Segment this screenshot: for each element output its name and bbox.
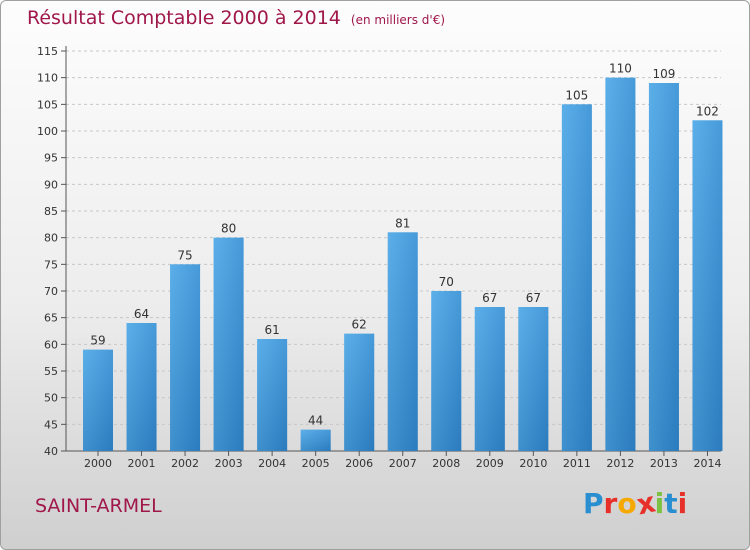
- logo-letter: i: [677, 487, 688, 520]
- data-label: 105: [565, 88, 588, 102]
- bar-group: 67: [518, 291, 549, 451]
- bar-shade: [605, 77, 636, 452]
- bar-group: 70: [431, 275, 462, 451]
- bar-group: 75: [170, 248, 201, 451]
- y-tick-label: 95: [44, 152, 58, 165]
- x-tick-label: 2011: [563, 457, 591, 470]
- x-tick-label: 2007: [389, 457, 417, 470]
- bar-group: 80: [213, 222, 244, 451]
- y-tick-label: 110: [37, 72, 58, 85]
- x-tick-label: 2006: [345, 457, 373, 470]
- x-tick-label: 2009: [476, 457, 504, 470]
- logo-letter: i: [654, 487, 665, 520]
- y-tick-label: 55: [44, 365, 58, 378]
- data-label: 80: [221, 222, 236, 236]
- proxiti-logo: Proxiti: [583, 485, 688, 521]
- bar-shade: [170, 264, 201, 451]
- bar-group: 81: [387, 216, 418, 451]
- x-tick-label: 2014: [693, 457, 721, 470]
- bar-group: 110: [605, 62, 636, 452]
- data-label: 44: [308, 414, 323, 428]
- bar-shade: [561, 104, 592, 451]
- y-tick-label: 105: [37, 98, 58, 111]
- y-tick-label: 85: [44, 205, 58, 218]
- x-tick-label: 2002: [171, 457, 199, 470]
- y-tick-label: 40: [44, 445, 58, 458]
- x-tick-label: 2000: [84, 457, 112, 470]
- x-tick-label: 2003: [215, 457, 243, 470]
- bar-group: 61: [257, 323, 288, 451]
- data-label: 75: [177, 248, 192, 262]
- x-tick-label: 2004: [258, 457, 286, 470]
- y-tick-label: 50: [44, 392, 58, 405]
- data-label: 109: [652, 67, 675, 81]
- bar-shade: [257, 339, 288, 451]
- x-tick-label: 2010: [519, 457, 547, 470]
- x-tick-label: 2001: [128, 457, 156, 470]
- bar-shade: [300, 429, 331, 451]
- bar-shade: [83, 349, 113, 451]
- bar-shade: [474, 307, 505, 451]
- bar-shade: [344, 333, 375, 451]
- bar-group: 44: [300, 414, 331, 451]
- bar-shade: [648, 83, 679, 451]
- bar-group: 59: [83, 334, 113, 451]
- bar-group: 64: [126, 307, 157, 451]
- x-tick-label: 2012: [606, 457, 634, 470]
- y-tick-label: 70: [44, 285, 58, 298]
- y-tick-label: 90: [44, 178, 58, 191]
- logo-letter: o: [617, 487, 637, 520]
- bar-shade: [518, 307, 549, 451]
- chart-title-text: Résultat Comptable 2000 à 2014: [27, 7, 341, 29]
- y-tick-label: 45: [44, 418, 58, 431]
- bar-group: 67: [474, 291, 505, 451]
- y-tick-label: 100: [37, 125, 58, 138]
- data-label: 67: [482, 291, 497, 305]
- bar-group: 102: [692, 104, 723, 451]
- data-label: 110: [609, 62, 632, 76]
- commune-name: SAINT-ARMEL: [35, 495, 162, 517]
- data-label: 70: [439, 275, 454, 289]
- logo-letter: r: [603, 487, 618, 520]
- y-tick-label: 115: [37, 45, 58, 58]
- bar-group: 109: [648, 67, 679, 451]
- data-label: 62: [352, 318, 367, 332]
- logo-letter: t: [664, 487, 678, 520]
- x-tick-label: 2013: [650, 457, 678, 470]
- data-label: 102: [696, 104, 719, 118]
- chart-title: Résultat Comptable 2000 à 2014 (en millie…: [27, 7, 445, 29]
- data-label: 81: [395, 216, 410, 230]
- bar-shade: [387, 232, 418, 451]
- y-tick-label: 60: [44, 338, 58, 351]
- bar-shade: [692, 120, 723, 451]
- data-label: 59: [90, 334, 105, 348]
- y-tick-label: 65: [44, 312, 58, 325]
- data-label: 67: [526, 291, 541, 305]
- chart-unit: (en milliers d'€): [350, 13, 446, 27]
- y-tick-label: 75: [44, 258, 58, 271]
- data-label: 64: [134, 307, 149, 321]
- x-tick-label: 2005: [302, 457, 330, 470]
- bar-group: 105: [561, 88, 592, 451]
- bar-shade: [126, 323, 157, 451]
- logo-letter: P: [583, 487, 604, 520]
- bar-shade: [213, 237, 244, 451]
- data-label: 61: [264, 323, 279, 337]
- bar-group: 62: [344, 318, 375, 451]
- x-tick-label: 2008: [432, 457, 460, 470]
- y-tick-label: 80: [44, 232, 58, 245]
- bar-shade: [431, 291, 462, 451]
